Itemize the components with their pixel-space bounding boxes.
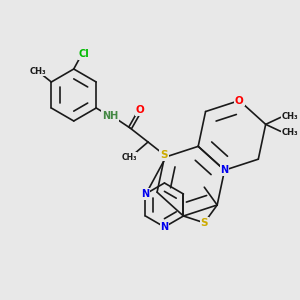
Text: N: N: [220, 165, 229, 175]
Text: CH₃: CH₃: [281, 112, 298, 121]
Text: Cl: Cl: [78, 49, 89, 59]
Text: CH₃: CH₃: [281, 128, 298, 137]
Text: CH₃: CH₃: [30, 67, 47, 76]
Text: NH: NH: [102, 111, 118, 121]
Text: O: O: [235, 95, 244, 106]
Text: S: S: [200, 218, 208, 228]
Text: CH₃: CH₃: [121, 152, 137, 161]
Text: N: N: [160, 222, 169, 232]
Text: S: S: [160, 150, 168, 160]
Text: O: O: [136, 105, 144, 115]
Text: N: N: [141, 189, 149, 199]
